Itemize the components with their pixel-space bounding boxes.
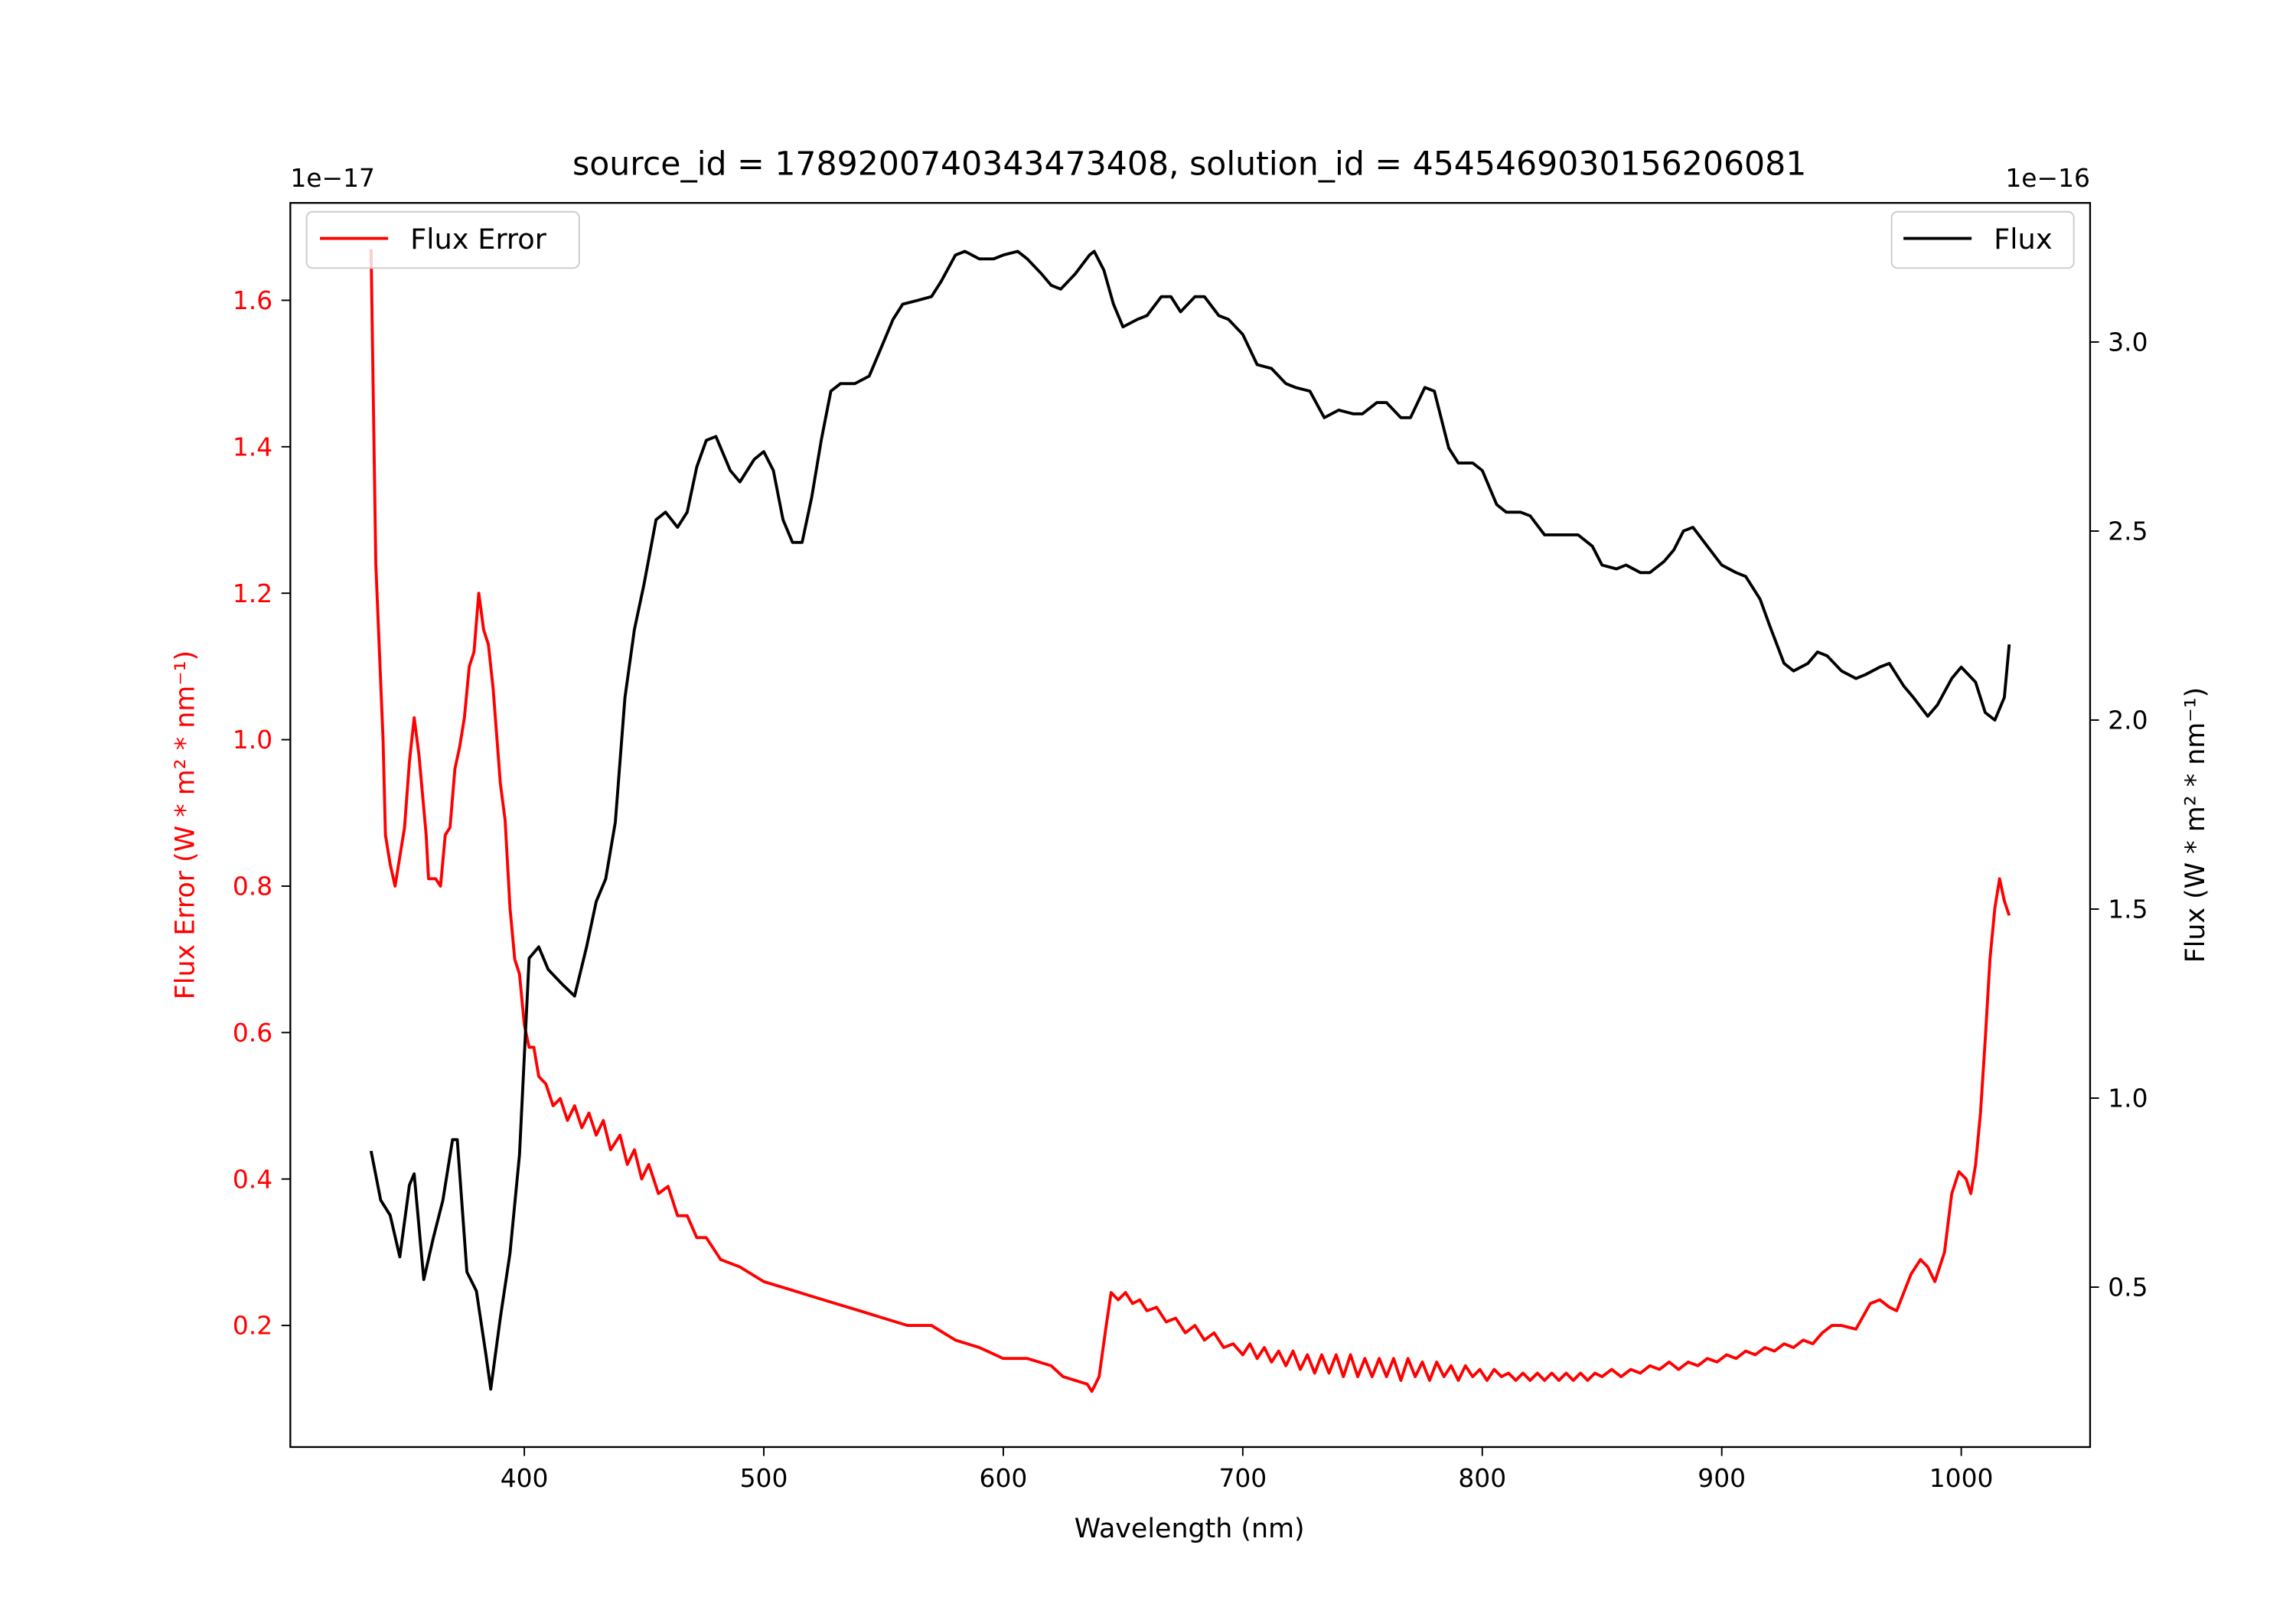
legend-label-flux: Flux <box>1994 223 2052 256</box>
x-tick-label: 1000 <box>1929 1463 1994 1493</box>
right-y-tick-label: 3.0 <box>2108 328 2148 357</box>
left-y-tick-label: 0.4 <box>233 1164 272 1194</box>
legend-label-flux-error: Flux Error <box>410 223 547 256</box>
left-y-tick-label: 1.6 <box>233 285 272 315</box>
x-tick-label: 800 <box>1458 1463 1506 1493</box>
right-y-tick-label: 1.0 <box>2108 1084 2148 1113</box>
right-y-tick-label: 2.0 <box>2108 706 2148 735</box>
left-offset-text: 1e−17 <box>290 163 375 193</box>
left-y-tick-label: 0.2 <box>233 1311 272 1341</box>
chart-title: source_id = 1789200740343473408, solutio… <box>572 145 1806 183</box>
right-y-tick-label: 0.5 <box>2108 1273 2148 1302</box>
legend-flux-error: Flux Error <box>305 210 580 269</box>
left-y-axis-label: Flux Error (W * m² * nm⁻¹) <box>171 650 201 999</box>
right-y-axis-label: Flux (W * m² * nm⁻¹) <box>2180 687 2211 963</box>
x-tick-label: 500 <box>740 1463 788 1493</box>
right-y-tick-label: 2.5 <box>2108 517 2148 546</box>
legend-box <box>1890 210 2075 269</box>
right-offset-text: 1e−16 <box>2005 163 2090 193</box>
legend-box <box>305 210 580 269</box>
left-y-tick-label: 1.0 <box>233 725 272 755</box>
left-y-tick-label: 1.4 <box>233 432 272 461</box>
left-y-tick-label: 1.2 <box>233 579 272 608</box>
left-y-tick-label: 0.8 <box>233 872 272 901</box>
left-y-tick-label: 0.6 <box>233 1018 272 1048</box>
series-line-flux <box>369 249 2011 1391</box>
plot-frame <box>289 202 2092 1449</box>
series-layer <box>369 249 2011 1393</box>
x-tick-label: 700 <box>1218 1463 1267 1493</box>
x-tick-label: 900 <box>1698 1463 1746 1493</box>
legend-flux: Flux <box>1890 210 2075 269</box>
axis-layer: 400 500 600 700 800 900 1000 0.2 0.4 0.6 0.8 1.0 1.2… <box>233 285 2148 1493</box>
x-tick-label: 400 <box>501 1463 549 1493</box>
x-axis-label: Wavelength (nm) <box>1075 1514 1305 1544</box>
x-tick-label: 600 <box>980 1463 1028 1493</box>
right-y-tick-label: 1.5 <box>2108 895 2148 924</box>
